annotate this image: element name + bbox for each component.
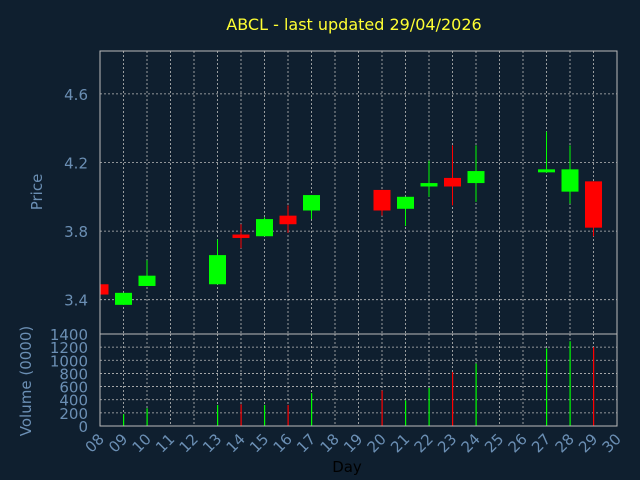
candle-body: [397, 196, 414, 209]
volume-tick-label: 800: [59, 365, 88, 383]
volume-bar: [311, 393, 313, 426]
x-tick-label: 29: [575, 430, 601, 456]
x-tick-label: 27: [528, 430, 554, 456]
x-tick-label: 17: [293, 430, 319, 456]
volume-axis-title: Volume (0000): [17, 326, 35, 436]
volume-tick-label: 200: [59, 405, 88, 423]
x-tick-label: 22: [411, 430, 437, 456]
x-tick-label: 11: [152, 430, 178, 456]
candle: [444, 145, 461, 206]
x-tick-label: 19: [340, 430, 366, 456]
price-tick-label: 4.6: [64, 86, 88, 104]
candle-body: [138, 275, 156, 286]
candle: [279, 205, 297, 233]
volume-tick-label: 0: [78, 418, 88, 436]
volume-tick-label: 1400: [50, 326, 88, 344]
candle-body: [279, 215, 297, 225]
x-tick-label: 24: [458, 430, 484, 456]
volume-bar: [546, 348, 548, 426]
candle-body: [256, 219, 273, 237]
candle: [585, 181, 602, 237]
x-axis-title: Day: [332, 458, 362, 476]
x-tick-label: 10: [129, 430, 155, 456]
candle: [397, 196, 414, 226]
volume-bar: [146, 408, 148, 426]
volume-bar: [405, 400, 407, 426]
candle-body: [420, 183, 438, 187]
x-tick-label: 16: [270, 430, 296, 456]
volume-tick-label: 1000: [50, 352, 88, 370]
candle-body: [115, 292, 132, 305]
x-tick-label: 15: [246, 430, 272, 456]
volume-bar: [569, 341, 571, 426]
candle: [561, 145, 579, 204]
candle: [232, 224, 250, 249]
volume-tick-label: 400: [59, 392, 88, 410]
volume-tick-label: 1200: [50, 339, 88, 357]
x-tick-label: 14: [223, 430, 249, 456]
volume-bar: [240, 404, 242, 426]
volume-bar: [428, 387, 430, 426]
price-axis-title: Price: [28, 174, 46, 211]
candle-body: [561, 169, 579, 192]
price-tick-label: 3.8: [64, 223, 88, 241]
x-tick-label: 20: [364, 430, 390, 456]
volume-grid: [99, 333, 618, 427]
candle-body: [467, 171, 485, 184]
volume-bar: [593, 347, 595, 426]
x-tick-label: 09: [105, 430, 131, 456]
candle: [115, 292, 132, 305]
x-tick-label: 25: [481, 430, 507, 456]
candle-body: [209, 255, 226, 285]
volume-bar: [452, 372, 454, 426]
candle: [373, 189, 391, 216]
candle-body: [538, 169, 555, 173]
volume-bar: [217, 404, 219, 426]
price-grid: [99, 51, 618, 334]
price-axis-ticks: 3.4 3.8 4.2 4.6: [64, 86, 88, 310]
candle-body: [100, 284, 109, 295]
volume-bar: [123, 414, 125, 426]
candle-body: [444, 177, 461, 187]
volume-panel-frame: [99, 333, 618, 427]
volume-bar: [287, 404, 289, 426]
x-tick-label: 30: [599, 430, 625, 456]
x-tick-label: 12: [176, 430, 202, 456]
volume-bar: [475, 363, 477, 426]
volume-bar: [381, 390, 383, 426]
x-tick-label: 21: [387, 430, 413, 456]
candle: [138, 260, 156, 286]
price-tick-label: 3.4: [64, 292, 88, 310]
chart-title: ABCL - last updated 29/04/2026: [226, 15, 481, 34]
x-tick-label: 23: [434, 430, 460, 456]
panel-frames: [99, 50, 618, 427]
volume-bar: [264, 404, 266, 426]
x-axis-ticks: 0809101112131415161718192021222324252627…: [82, 430, 625, 456]
candle: [99, 284, 109, 295]
candle-body: [585, 181, 602, 228]
candle: [420, 160, 438, 197]
candle: [303, 195, 320, 220]
candle: [209, 239, 226, 285]
x-tick-label: 28: [552, 430, 578, 456]
candle: [538, 131, 555, 173]
candle-body: [303, 195, 320, 211]
volume-tick-label: 600: [59, 379, 88, 397]
candle-body: [232, 234, 250, 238]
candle-body: [373, 189, 391, 211]
x-tick-label: 26: [505, 430, 531, 456]
x-tick-label: 13: [199, 430, 225, 456]
candles-group: [99, 131, 602, 305]
price-tick-label: 4.2: [64, 154, 88, 172]
x-tick-label: 18: [317, 430, 343, 456]
candle: [467, 145, 485, 202]
volume-bars-group: [123, 341, 595, 426]
candle: [256, 217, 273, 237]
